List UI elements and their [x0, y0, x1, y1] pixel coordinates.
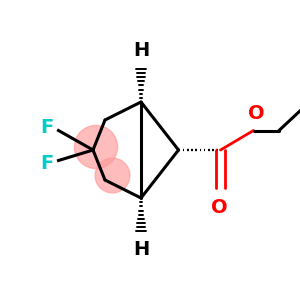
Text: O: O — [248, 104, 265, 123]
Circle shape — [95, 158, 130, 193]
Text: H: H — [133, 240, 149, 259]
Text: F: F — [40, 118, 53, 137]
Text: H: H — [133, 41, 149, 60]
Text: F: F — [40, 154, 53, 173]
Circle shape — [74, 125, 118, 169]
Text: O: O — [211, 198, 227, 217]
